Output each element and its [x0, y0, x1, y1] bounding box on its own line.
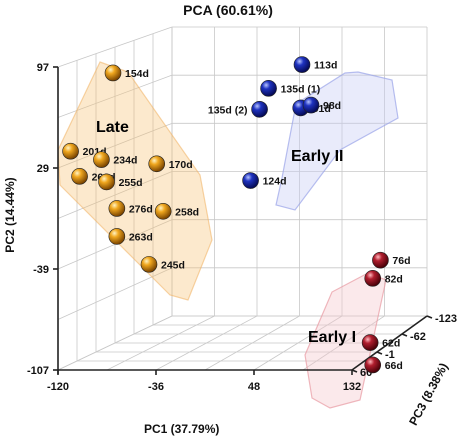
- data-point: [98, 173, 115, 191]
- z-tick-mark: [351, 369, 358, 373]
- data-point-label: 62d: [382, 338, 400, 350]
- y-tick-label: -107: [27, 365, 49, 377]
- grid-line-left-h: [57, 171, 173, 219]
- x-axis-label: PC1 (37.79%): [144, 422, 219, 436]
- data-point: [361, 334, 379, 351]
- data-point-label: 66d: [385, 360, 403, 372]
- grid-lines: [57, 26, 428, 371]
- data-point-label: 98d: [323, 100, 341, 112]
- data-point-label: 258d: [175, 206, 199, 218]
- y-axis-label: PC2 (14.44%): [3, 177, 17, 252]
- y-tick-label: 97: [37, 62, 49, 74]
- data-point-label: 263d: [129, 231, 153, 243]
- group-label-late: Late: [96, 119, 129, 136]
- grid-line-left-h: [57, 267, 173, 320]
- data-point: [302, 96, 320, 114]
- data-point-label: 154d: [125, 68, 149, 80]
- data-point: [108, 228, 126, 245]
- data-point-label: 76d: [392, 255, 410, 267]
- grid-line-left-h: [57, 122, 173, 169]
- data-point: [148, 155, 166, 173]
- z-tick-mark: [426, 315, 433, 319]
- data-point-label: 82d: [385, 273, 403, 285]
- data-point: [154, 202, 172, 220]
- z-tick-label: -62: [410, 331, 426, 343]
- data-point: [364, 356, 382, 374]
- group-label-early-i: Early I: [308, 329, 356, 346]
- data-point: [140, 256, 158, 273]
- z-tick-mark: [376, 351, 383, 355]
- data-point: [108, 200, 126, 217]
- data-point-label: 255d: [119, 177, 143, 189]
- data-point-label: 276d: [129, 203, 153, 215]
- x-tick-label: 132: [343, 381, 361, 393]
- data-point-label: 170d: [169, 159, 193, 171]
- data-point-label: 245d: [161, 259, 185, 271]
- y-tick-label: -39: [33, 264, 49, 276]
- data-point: [104, 64, 122, 82]
- data-point: [71, 168, 88, 185]
- z-axis-line: [351, 315, 428, 371]
- data-points: 154d201d234d266d255d170d276d258d263d245d…: [62, 56, 411, 374]
- data-point-label: 135d (2): [208, 104, 248, 116]
- group-label-early-ii: Early II: [291, 148, 343, 165]
- chart-title: PCA (60.61%): [183, 2, 273, 18]
- data-point: [93, 151, 110, 168]
- grid-line-left-h: [57, 26, 173, 68]
- z-tick-label: -1: [385, 349, 395, 361]
- data-point: [242, 172, 259, 189]
- z-tick-mark: [401, 333, 408, 337]
- data-point-label: 124d: [263, 176, 287, 188]
- data-point-label: 234d: [113, 155, 137, 167]
- axis-frame: [53, 66, 433, 375]
- data-point: [62, 142, 79, 160]
- data-point: [260, 80, 277, 97]
- z-axis-label: PC3 (8.38%): [406, 361, 451, 428]
- data-point: [372, 251, 389, 269]
- x-tick-label: 48: [248, 381, 260, 393]
- x-tick-label: -120: [47, 381, 69, 393]
- data-point: [364, 270, 382, 287]
- data-point: [251, 100, 268, 118]
- data-point-label: 113d: [314, 60, 337, 72]
- hull-early-i: [304, 272, 387, 409]
- data-point: [293, 56, 311, 73]
- z-tick-label: -123: [435, 313, 457, 325]
- data-point-label: 135d (1): [281, 83, 321, 95]
- x-tick-label: -36: [148, 381, 164, 393]
- y-tick-label: 29: [37, 163, 49, 175]
